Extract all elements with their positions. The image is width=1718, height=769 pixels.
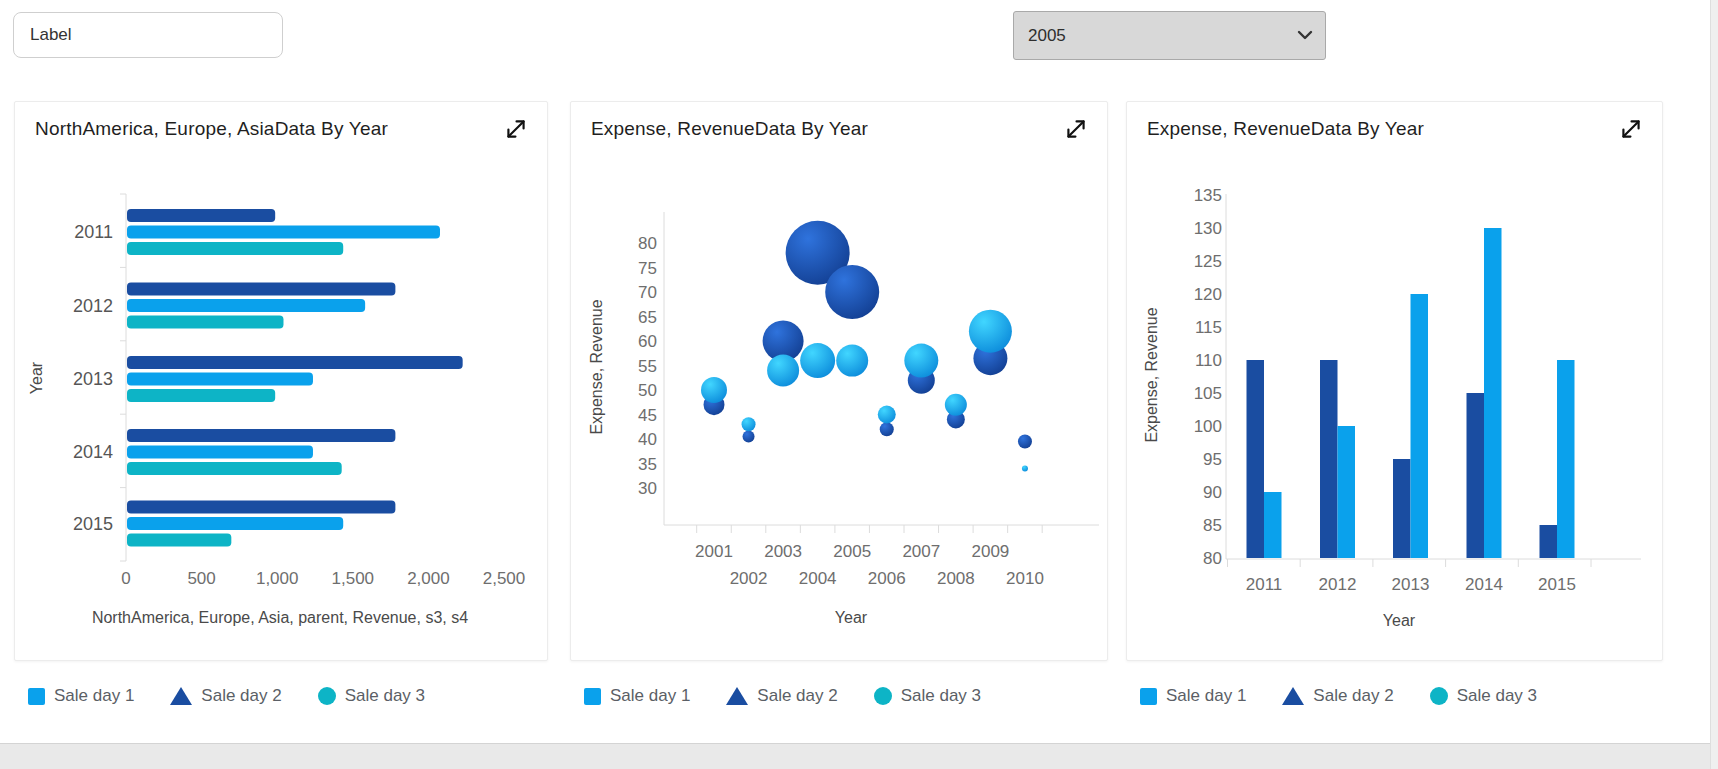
svg-text:125: 125	[1194, 252, 1222, 271]
svg-text:70: 70	[638, 283, 657, 302]
svg-text:80: 80	[1203, 549, 1222, 568]
svg-text:2007: 2007	[902, 542, 940, 561]
svg-text:2001: 2001	[695, 542, 733, 561]
svg-text:45: 45	[638, 406, 657, 425]
chart-card-vertical-bar: Expense, RevenueData By Year 80859095100…	[1126, 101, 1663, 661]
legend-item-sale-day-3[interactable]: Sale day 3	[874, 686, 981, 706]
svg-text:30: 30	[638, 479, 657, 498]
svg-text:2015: 2015	[73, 514, 113, 534]
year-select[interactable]: 2005	[1013, 11, 1326, 60]
svg-text:2012: 2012	[73, 296, 113, 316]
chart-card-bubble: Expense, RevenueData By Year 80757065605…	[570, 101, 1108, 661]
svg-text:2003: 2003	[764, 542, 802, 561]
svg-text:2013: 2013	[1392, 575, 1430, 594]
svg-text:Year: Year	[28, 361, 45, 394]
legend-label: Sale day 1	[1166, 686, 1246, 706]
svg-text:2012: 2012	[1319, 575, 1357, 594]
legend-item-sale-day-2[interactable]: Sale day 2	[1282, 686, 1393, 706]
svg-text:105: 105	[1194, 384, 1222, 403]
vertical-bar-chart[interactable]: 80 85 90 95 100 105 110 115 120 125 130 135 2011 2012…	[1127, 102, 1664, 662]
svg-text:Expense, Revenue: Expense, Revenue	[1143, 307, 1160, 442]
square-marker-icon	[28, 688, 45, 705]
vertical-scrollbar[interactable]	[1710, 0, 1718, 769]
legend-item-sale-day-1[interactable]: Sale day 1	[28, 686, 134, 706]
label-input[interactable]	[13, 12, 283, 58]
legend-label: Sale day 3	[345, 686, 425, 706]
legend-item-sale-day-3[interactable]: Sale day 3	[318, 686, 425, 706]
legend-label: Sale day 3	[1457, 686, 1537, 706]
svg-text:35: 35	[638, 455, 657, 474]
legend-item-sale-day-2[interactable]: Sale day 2	[726, 686, 837, 706]
svg-text:115: 115	[1195, 318, 1222, 337]
svg-text:60: 60	[638, 332, 657, 351]
legend-item-sale-day-1[interactable]: Sale day 1	[584, 686, 690, 706]
svg-text:Year: Year	[1383, 612, 1416, 629]
legend-item-sale-day-1[interactable]: Sale day 1	[1140, 686, 1246, 706]
circle-marker-icon	[1430, 687, 1448, 705]
svg-text:2011: 2011	[1246, 575, 1283, 594]
svg-text:2005: 2005	[833, 542, 871, 561]
svg-text:50: 50	[638, 381, 657, 400]
legend-label: Sale day 2	[1313, 686, 1393, 706]
bubble-chart[interactable]: 80 75 70 65 60 55 50 45 40 35 30 2001 2002 2003 2004 20…	[571, 102, 1109, 662]
svg-text:80: 80	[638, 234, 657, 253]
svg-text:2014: 2014	[73, 442, 113, 462]
square-marker-icon	[584, 688, 601, 705]
circle-marker-icon	[874, 687, 892, 705]
svg-text:2008: 2008	[937, 569, 975, 588]
svg-text:2,500: 2,500	[483, 569, 526, 588]
svg-text:2010: 2010	[1006, 569, 1044, 588]
svg-text:1,500: 1,500	[332, 569, 375, 588]
triangle-marker-icon	[726, 687, 748, 705]
svg-text:120: 120	[1194, 285, 1222, 304]
svg-text:Year: Year	[835, 609, 868, 626]
legend-label: Sale day 1	[54, 686, 134, 706]
svg-text:40: 40	[638, 430, 657, 449]
legend-item-sale-day-3[interactable]: Sale day 3	[1430, 686, 1537, 706]
svg-text:95: 95	[1203, 450, 1222, 469]
square-marker-icon	[1140, 688, 1157, 705]
legend: Sale day 1 Sale day 2 Sale day 3	[14, 676, 548, 716]
svg-text:1,000: 1,000	[256, 569, 299, 588]
svg-text:2015: 2015	[1538, 575, 1576, 594]
svg-text:90: 90	[1203, 483, 1222, 502]
svg-text:2,000: 2,000	[407, 569, 450, 588]
svg-text:130: 130	[1194, 219, 1222, 238]
svg-text:135: 135	[1194, 186, 1222, 205]
legend: Sale day 1 Sale day 2 Sale day 3	[570, 676, 1108, 716]
circle-marker-icon	[318, 687, 336, 705]
svg-text:65: 65	[638, 308, 657, 327]
svg-text:NorthAmerica, Europe, Asia, pa: NorthAmerica, Europe, Asia, parent, Reve…	[92, 609, 468, 626]
svg-text:Expense, Revenue: Expense, Revenue	[588, 299, 605, 434]
svg-text:75: 75	[638, 259, 657, 278]
svg-text:2011: 2011	[74, 222, 113, 242]
svg-text:2006: 2006	[868, 569, 906, 588]
page-bottom-strip	[0, 743, 1718, 769]
svg-text:100: 100	[1194, 417, 1222, 436]
svg-text:110: 110	[1195, 351, 1222, 370]
svg-text:55: 55	[638, 357, 657, 376]
legend-label: Sale day 1	[610, 686, 690, 706]
legend-item-sale-day-2[interactable]: Sale day 2	[170, 686, 281, 706]
svg-text:85: 85	[1203, 516, 1222, 535]
svg-text:2013: 2013	[73, 369, 113, 389]
chart-card-horizontal-bar: NorthAmerica, Europe, AsiaData By Year 2…	[14, 101, 548, 661]
horizontal-bar-chart[interactable]: 2011 2012 2013 2014 2015 0 500 1,000 1,500 2,000 2…	[15, 102, 549, 662]
svg-text:2004: 2004	[799, 569, 837, 588]
svg-text:0: 0	[121, 569, 130, 588]
svg-text:2002: 2002	[730, 569, 768, 588]
svg-text:2014: 2014	[1465, 575, 1503, 594]
triangle-marker-icon	[170, 687, 192, 705]
svg-text:2009: 2009	[971, 542, 1009, 561]
legend-label: Sale day 2	[201, 686, 281, 706]
year-select-wrap: 2005	[1013, 11, 1326, 60]
legend: Sale day 1 Sale day 2 Sale day 3	[1126, 676, 1663, 716]
triangle-marker-icon	[1282, 687, 1304, 705]
legend-label: Sale day 2	[757, 686, 837, 706]
svg-text:500: 500	[187, 569, 215, 588]
legend-label: Sale day 3	[901, 686, 981, 706]
